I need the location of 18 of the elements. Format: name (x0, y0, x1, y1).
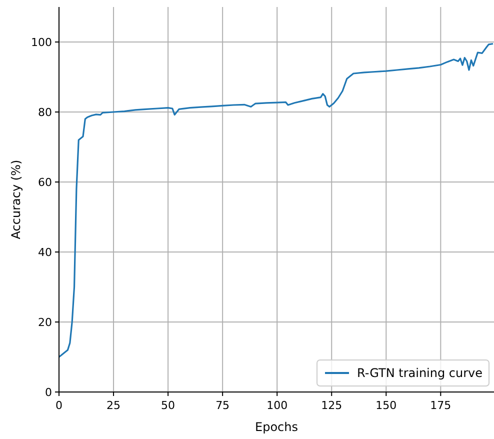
line-series (59, 42, 494, 358)
y-axis-title: Accuracy (%) (9, 160, 23, 240)
x-tick-label: 175 (430, 399, 452, 412)
x-tick-label: 0 (56, 399, 62, 412)
legend-label: R-GTN training curve (357, 366, 483, 380)
y-tick-label: 40 (38, 246, 52, 259)
x-tick-label: 150 (376, 399, 397, 412)
y-tick-label: 60 (38, 176, 52, 189)
y-tick-label: 80 (38, 106, 52, 119)
x-tick-label: 25 (106, 399, 121, 412)
x-tick-label: 100 (266, 399, 288, 412)
y-tick-label: 100 (31, 36, 52, 49)
y-tick-label: 0 (45, 386, 52, 399)
x-tick-label: 125 (321, 399, 342, 412)
x-tick-label: 75 (216, 399, 230, 412)
y-tick-label: 20 (38, 316, 52, 329)
x-axis-title: Epochs (255, 420, 298, 434)
x-tick-label: 50 (161, 399, 176, 412)
